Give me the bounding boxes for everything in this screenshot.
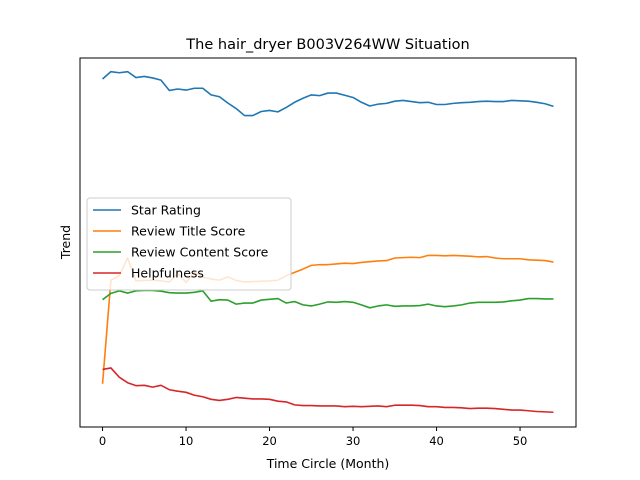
series-line-star-rating — [102, 70, 554, 117]
x-axis-label: Time Circle (Month) — [266, 456, 390, 471]
x-tick-label: 10 — [179, 434, 194, 448]
chart-title: The hair_dryer B003V264WW Situation — [185, 37, 469, 53]
x-axis-ticks: 0 10 20 30 40 50 — [99, 427, 527, 448]
series-line-review-content-score — [102, 289, 554, 309]
series-layer — [101, 70, 554, 414]
x-tick-label: 30 — [346, 434, 361, 448]
legend-label: Review Title Score — [131, 224, 246, 239]
series-line-helpfulness — [102, 367, 554, 414]
x-tick-label: 50 — [513, 434, 528, 448]
y-axis-label: Trend — [58, 225, 73, 260]
legend-box — [86, 197, 292, 291]
plot-frame — [79, 57, 577, 428]
legend-label: Review Content Score — [131, 245, 269, 260]
legend-label: Star Rating — [131, 203, 201, 218]
x-tick-label: 20 — [262, 434, 277, 448]
legend-label: Helpfulness — [131, 266, 204, 281]
x-tick-label: 40 — [429, 434, 444, 448]
legend: Star Rating Review Title Score Review Cont… — [86, 197, 292, 291]
x-tick-label: 0 — [99, 434, 106, 448]
